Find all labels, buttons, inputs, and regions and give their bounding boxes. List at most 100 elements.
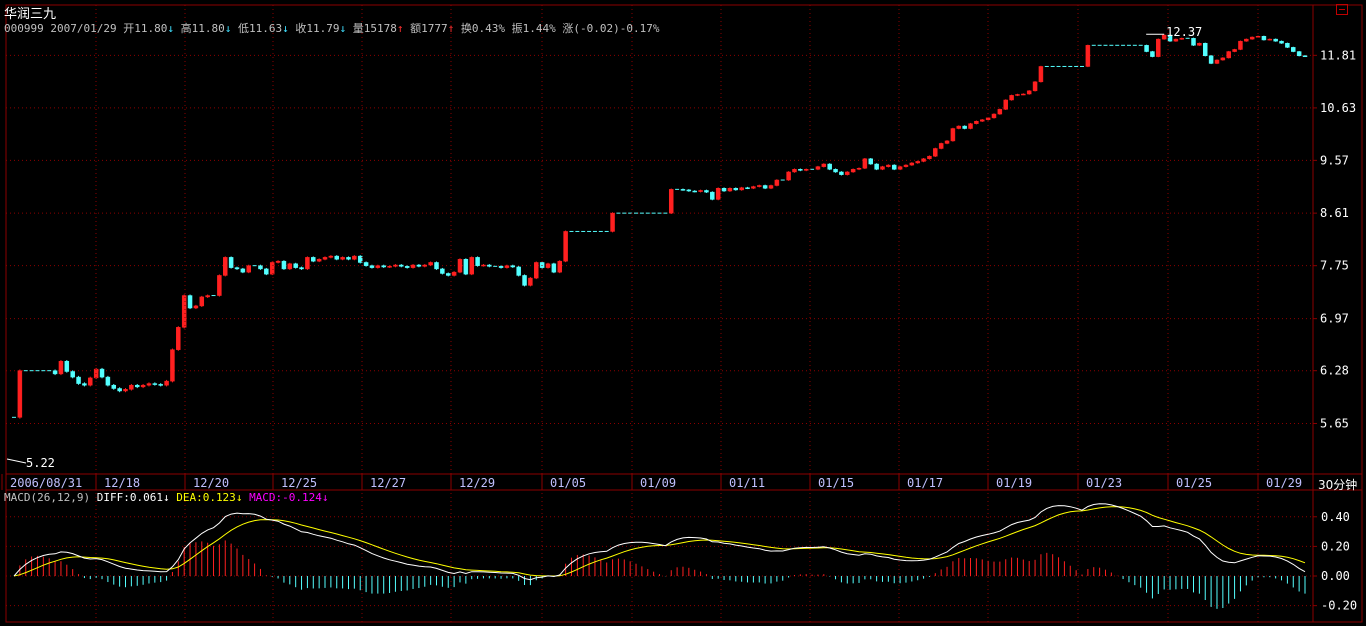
candle-body [827,163,832,170]
candle-body [821,163,827,167]
min-price-label: 5.22 [26,456,55,470]
candle-body [1226,51,1231,59]
candle-body [516,266,521,276]
candle-body [445,273,451,276]
candle-body [1296,51,1302,57]
candle-body [1026,90,1032,95]
candle-body [1232,49,1237,52]
candle-body [710,191,715,200]
candle-body [187,295,193,309]
amplitude-value: 振1.44% [511,22,556,35]
candle-body [1279,40,1284,44]
candle-body [997,109,1003,115]
candle-body [886,164,891,167]
candle-body [762,185,768,189]
price-tick-label: 7.75 [1320,259,1349,273]
candle-body [557,260,562,273]
candle-body [199,296,205,307]
candle-body [692,190,697,193]
candle-body [833,169,838,173]
candle-body [1003,99,1008,110]
candle-body [944,140,950,144]
candle-body [504,265,510,268]
candle-body [798,169,803,171]
price-tick-label: 5.65 [1320,416,1349,430]
candle-body [164,380,169,386]
down-arrow-icon: ↓ [224,22,232,35]
candle-body [176,327,181,350]
period-selector[interactable]: 30分钟 [1318,478,1358,492]
candle-body [70,371,75,378]
candle-body [551,263,557,273]
candle-body [82,383,87,386]
close-value: 收11.79 [295,22,340,35]
candle-body [862,158,868,169]
volume-value: 量15178 [352,22,397,35]
candle-body [469,257,474,275]
candle-body [316,259,322,262]
candle-body [1291,47,1296,52]
candle-body [1220,57,1226,61]
candle-body [1167,34,1173,42]
candle-body [134,384,140,388]
macd-value: MACD:-0.124 [249,491,322,504]
candle-body [1150,51,1155,57]
candle-body [815,166,821,170]
candle-body [451,271,457,276]
candle-body [1009,95,1014,101]
chart-frame [5,4,1363,623]
candle-body [803,169,809,171]
candle-body [311,257,316,262]
candle-body [58,360,64,375]
candle-body [205,295,210,298]
candle-body [874,163,879,170]
candle-body [387,266,392,268]
candle-body [246,265,251,273]
candle-body [129,384,134,390]
candle-body [328,255,334,258]
price-tick-label: 6.97 [1320,312,1349,326]
candle-body [223,257,228,276]
candle-body [786,171,791,181]
down-arrow-icon: ↓ [339,22,347,35]
candle-body [1085,45,1091,67]
candle-body [845,171,850,175]
stock-code: 000999 [4,22,44,35]
candle-body [686,189,692,192]
time-tick-label: 01/19 [996,476,1032,490]
candle-body [410,264,416,268]
down-arrow-icon: ↓ [167,22,174,35]
candle-body [475,257,480,266]
candle-body [980,119,985,122]
candle-body [850,169,856,173]
candle-body [217,275,222,296]
candle-body [357,255,363,263]
candle-body [352,255,357,260]
candle-body [52,370,58,375]
time-tick-label: 2006/08/31 [10,476,82,490]
candle-body [64,360,70,372]
candle-body [305,257,310,270]
candle-body [404,266,410,268]
time-tick-label: 12/29 [459,476,495,490]
candle-body [1173,38,1179,42]
window-restore-icon[interactable] [1336,4,1348,15]
diff-line [13,503,1306,581]
candle-body [322,257,328,260]
candle-body [1244,38,1249,42]
candle-body [1161,34,1167,40]
down-arrow-icon: ↓ [282,22,289,35]
time-tick-label: 01/25 [1176,476,1212,490]
dea-line [13,506,1306,577]
candle-body [974,120,979,124]
candle-body [105,376,111,386]
candle-body [440,268,445,274]
candle-body [269,262,275,275]
down-arrow-icon: ↓ [162,491,170,504]
candle-body [534,262,539,279]
candle-body [334,255,339,260]
candle-body [950,128,956,142]
candle-body [140,384,146,388]
